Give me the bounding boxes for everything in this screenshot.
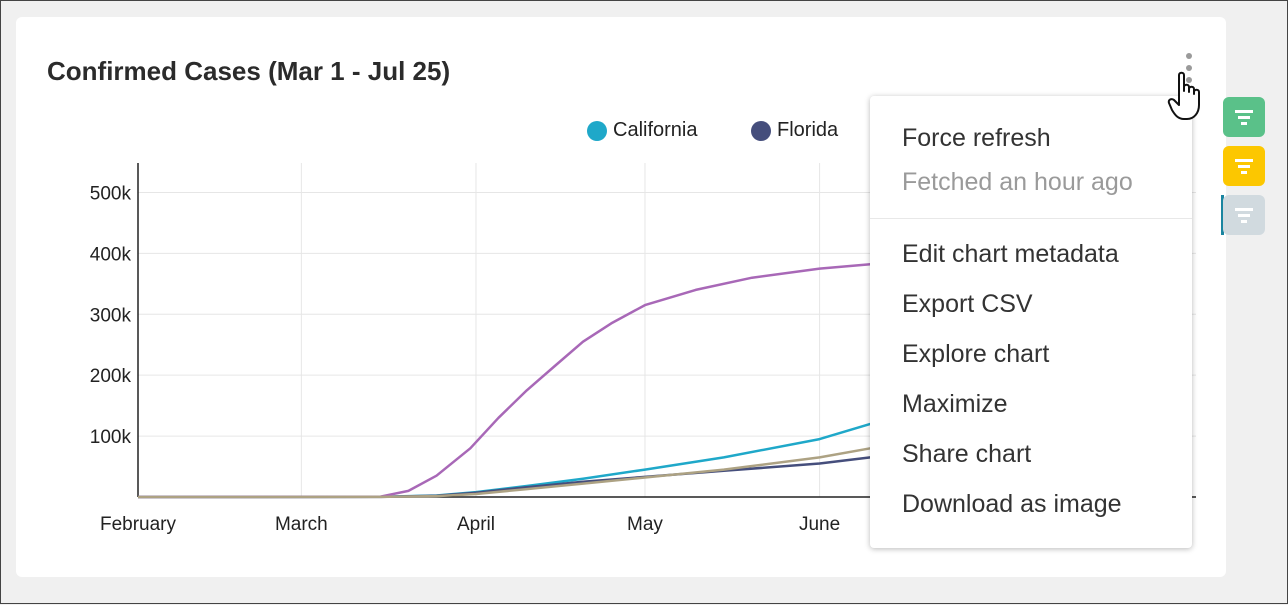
legend-label-florida: Florida <box>777 119 839 141</box>
more-options-icon[interactable] <box>1181 51 1197 87</box>
menu-divider <box>870 218 1192 219</box>
filter-active-bar <box>1221 195 1224 235</box>
filter-indicator-green[interactable] <box>1223 97 1265 137</box>
menu-item-fetched-time: Fetched an hour ago <box>902 168 1133 196</box>
filter-icon <box>1235 159 1253 174</box>
legend-item-florida[interactable]: Florida <box>751 119 838 142</box>
menu-item-export-csv[interactable]: Export CSV <box>902 290 1033 318</box>
legend-dot-florida <box>751 120 771 141</box>
legend-label-california: California <box>613 119 698 141</box>
menu-item-explore-chart[interactable]: Explore chart <box>902 340 1050 368</box>
y-tick-label: 400k <box>90 244 132 265</box>
chart-options-menu: Force refresh Fetched an hour ago Edit c… <box>870 96 1192 548</box>
legend-dot-california <box>587 120 607 141</box>
y-tick-label: 200k <box>90 366 132 387</box>
series-line-series-3 <box>137 258 927 499</box>
x-tick-label: March <box>275 514 328 535</box>
x-tick-label: April <box>457 514 495 535</box>
menu-item-maximize[interactable]: Maximize <box>902 390 1008 418</box>
filter-indicator-grey[interactable] <box>1223 195 1265 235</box>
filter-indicator-yellow[interactable] <box>1223 146 1265 186</box>
hand-pointer-icon <box>1167 71 1200 120</box>
y-tick-label: 300k <box>90 305 132 326</box>
y-tick-label: 500k <box>90 183 132 204</box>
filter-icon <box>1235 208 1253 223</box>
series-line-series-4 <box>137 439 927 499</box>
y-tick-label: 100k <box>90 427 132 448</box>
x-tick-label: February <box>100 514 177 535</box>
legend-item-california[interactable]: California <box>587 119 697 142</box>
menu-item-download-image[interactable]: Download as image <box>902 490 1122 518</box>
series-line-florida <box>137 448 927 499</box>
series-line-california <box>137 401 928 499</box>
x-tick-label: June <box>799 514 840 535</box>
menu-item-share-chart[interactable]: Share chart <box>902 440 1032 468</box>
menu-item-edit-chart-metadata[interactable]: Edit chart metadata <box>902 240 1119 268</box>
chart-title: Confirmed Cases (Mar 1 - Jul 25) <box>47 56 451 86</box>
menu-item-force-refresh[interactable]: Force refresh <box>902 124 1051 152</box>
filter-icon <box>1235 110 1253 125</box>
x-tick-label: May <box>627 514 663 535</box>
